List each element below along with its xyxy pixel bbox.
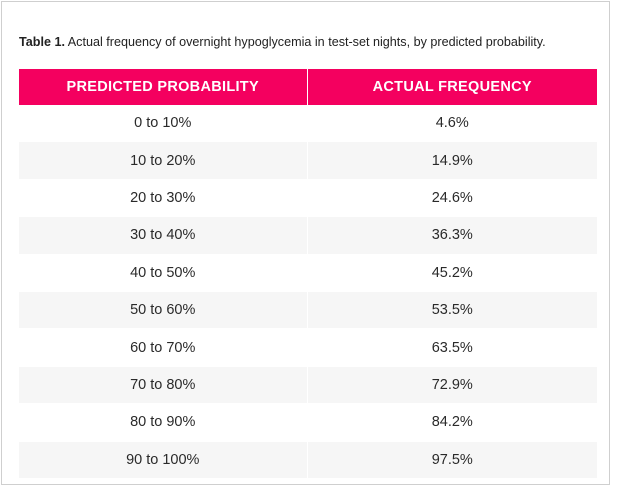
caption-text: Actual frequency of overnight hypoglycem…	[64, 35, 546, 49]
table-card: Table 1. Actual frequency of overnight h…	[1, 1, 610, 485]
table-row: 50 to 60% 53.5%	[19, 291, 597, 330]
frequency-table: PREDICTED PROBABILITY ACTUAL FREQUENCY 0…	[19, 69, 597, 479]
predicted-probability-cell: 80 to 90%	[19, 403, 308, 442]
table-row: 70 to 80% 72.9%	[19, 366, 597, 405]
actual-frequency-cell: 14.9%	[307, 141, 597, 180]
caption-label: Table 1.	[19, 35, 65, 49]
header-predicted-probability: PREDICTED PROBABILITY	[19, 69, 308, 105]
actual-frequency-cell: 53.5%	[307, 291, 597, 330]
predicted-probability-cell: 70 to 80%	[19, 366, 308, 405]
predicted-probability-cell: 20 to 30%	[19, 179, 308, 218]
table-row: 30 to 40% 36.3%	[19, 216, 597, 255]
actual-frequency-cell: 72.9%	[307, 366, 597, 405]
actual-frequency-cell: 97.5%	[307, 441, 597, 479]
predicted-probability-cell: 60 to 70%	[19, 328, 308, 367]
predicted-probability-cell: 10 to 20%	[19, 141, 308, 180]
predicted-probability-cell: 40 to 50%	[19, 254, 308, 292]
actual-frequency-cell: 63.5%	[307, 328, 597, 367]
table-row: 10 to 20% 14.9%	[19, 141, 597, 180]
header-actual-frequency: ACTUAL FREQUENCY	[307, 69, 597, 105]
table-row: 20 to 30% 24.6%	[19, 179, 597, 218]
table-row: 0 to 10% 4.6%	[19, 105, 597, 143]
predicted-probability-cell: 50 to 60%	[19, 291, 308, 330]
actual-frequency-cell: 4.6%	[307, 105, 597, 143]
table-header-row: PREDICTED PROBABILITY ACTUAL FREQUENCY	[19, 69, 597, 105]
actual-frequency-cell: 36.3%	[307, 216, 597, 255]
table-row: 40 to 50% 45.2%	[19, 254, 597, 292]
table-caption: Table 1. Actual frequency of overnight h…	[19, 34, 546, 50]
table-row: 60 to 70% 63.5%	[19, 328, 597, 367]
table-row: 90 to 100% 97.5%	[19, 441, 597, 479]
actual-frequency-cell: 45.2%	[307, 254, 597, 292]
table-row: 80 to 90% 84.2%	[19, 403, 597, 442]
actual-frequency-cell: 84.2%	[307, 403, 597, 442]
predicted-probability-cell: 0 to 10%	[19, 105, 308, 143]
actual-frequency-cell: 24.6%	[307, 179, 597, 218]
predicted-probability-cell: 30 to 40%	[19, 216, 308, 255]
predicted-probability-cell: 90 to 100%	[19, 441, 308, 479]
